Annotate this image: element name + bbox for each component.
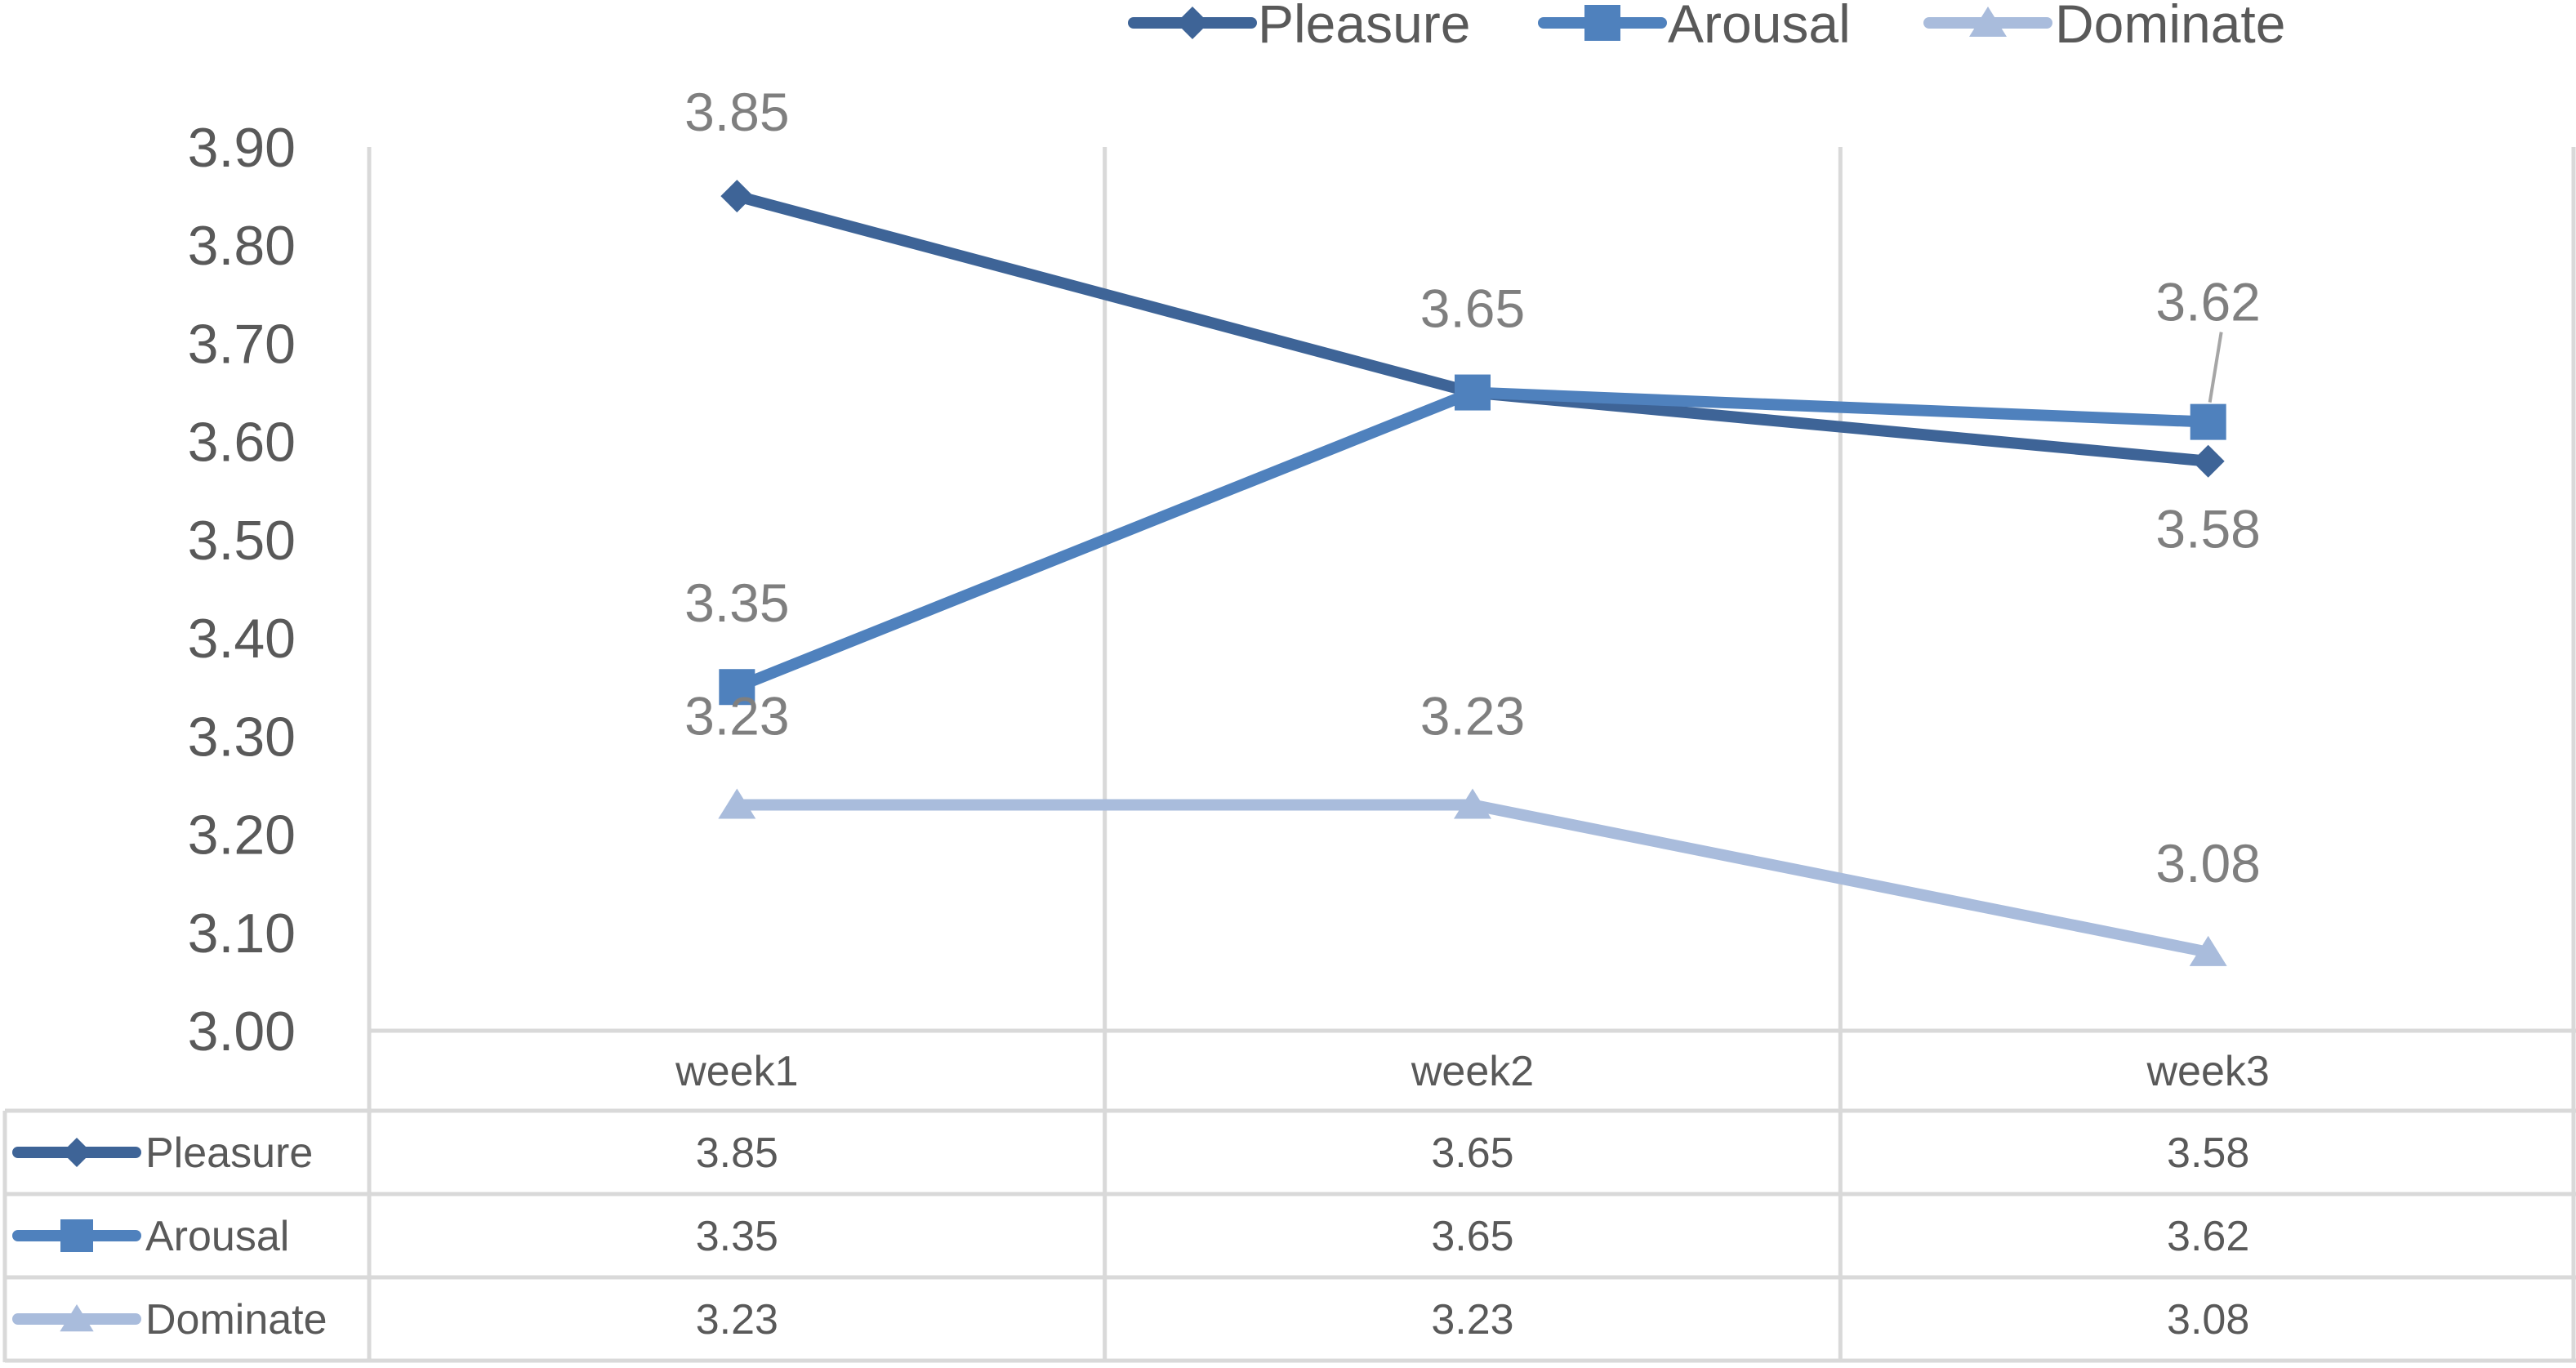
legend-label: Arousal [1668,0,1851,54]
legend-key-marker [1176,7,1209,39]
table-cell: 3.08 [2167,1296,2249,1343]
data-point-pleasure [2191,444,2225,478]
table-legend-key-marker [62,1138,91,1167]
series-line-dominate [731,799,2214,958]
data-label: 3.62 [2155,272,2260,332]
x-tick-label: week3 [2146,1048,2270,1095]
data-label-leader [2208,332,2223,403]
data-label: 3.23 [684,685,789,746]
table-legend-key-marker [60,1304,94,1332]
y-tick-label: 3.40 [188,608,296,670]
table-cell: 3.35 [696,1213,778,1260]
gridlines [2,147,2576,1363]
table-series-name: Dominate [145,1296,328,1343]
table-legend-key-marker [60,1219,93,1252]
data-table: week1 week2 week3 Pleasure 3.85 3.65 3.58 Arous… [12,1048,2270,1343]
table-cell: 3.85 [696,1130,778,1177]
data-label: 3.23 [1420,685,1525,746]
legend-key-marker [1584,5,1620,41]
x-tick-label: week2 [1411,1048,1534,1095]
data-point-arousal [719,669,755,706]
y-tick-label: 3.60 [188,412,296,474]
data-point-arousal [1455,374,1491,411]
table-series-name: Arousal [145,1213,289,1260]
x-tick-label: week1 [675,1048,798,1095]
legend-key-marker [1969,7,2007,37]
data-label: 3.08 [2155,833,2260,893]
y-tick-label: 3.70 [188,313,296,375]
data-label: 3.65 [1420,279,1525,339]
series-lines [718,180,2227,966]
y-tick-label: 3.50 [188,510,296,572]
y-tick-label: 3.20 [188,804,296,867]
legend-label: Dominate [2055,0,2285,54]
table-cell: 3.23 [1431,1296,1513,1343]
y-tick-label: 3.90 [188,117,296,179]
data-label: 3.85 [684,82,789,142]
table-series-name: Pleasure [145,1130,313,1177]
data-label: 3.58 [2155,499,2260,559]
y-tick-label: 3.00 [188,1000,296,1063]
data-point-dominate [2189,935,2227,966]
data-point-pleasure [720,180,754,213]
y-tick-label: 3.30 [188,706,296,768]
table-cell: 3.65 [1431,1213,1513,1260]
legend: Pleasure Arousal Dominate [1128,0,2285,54]
table-cell: 3.62 [2167,1213,2249,1260]
data-point-dominate [718,788,756,819]
data-point-dominate [1454,788,1491,819]
legend-label: Pleasure [1258,0,1471,54]
table-cell: 3.23 [696,1296,778,1343]
y-tick-label: 3.10 [188,902,296,965]
table-cell: 3.65 [1431,1130,1513,1177]
y-tick-label: 3.80 [188,215,296,277]
data-point-arousal [2190,403,2226,440]
data-label: 3.35 [684,573,789,633]
data-labels: 3.85 3.58 3.35 3.65 3.62 3.23 3.23 3.08 [684,82,2261,893]
y-axis: 3.00 3.10 3.20 3.30 3.40 3.50 3.60 3.70 3.80 3.90 [188,117,296,1063]
table-cell: 3.58 [2167,1130,2249,1177]
